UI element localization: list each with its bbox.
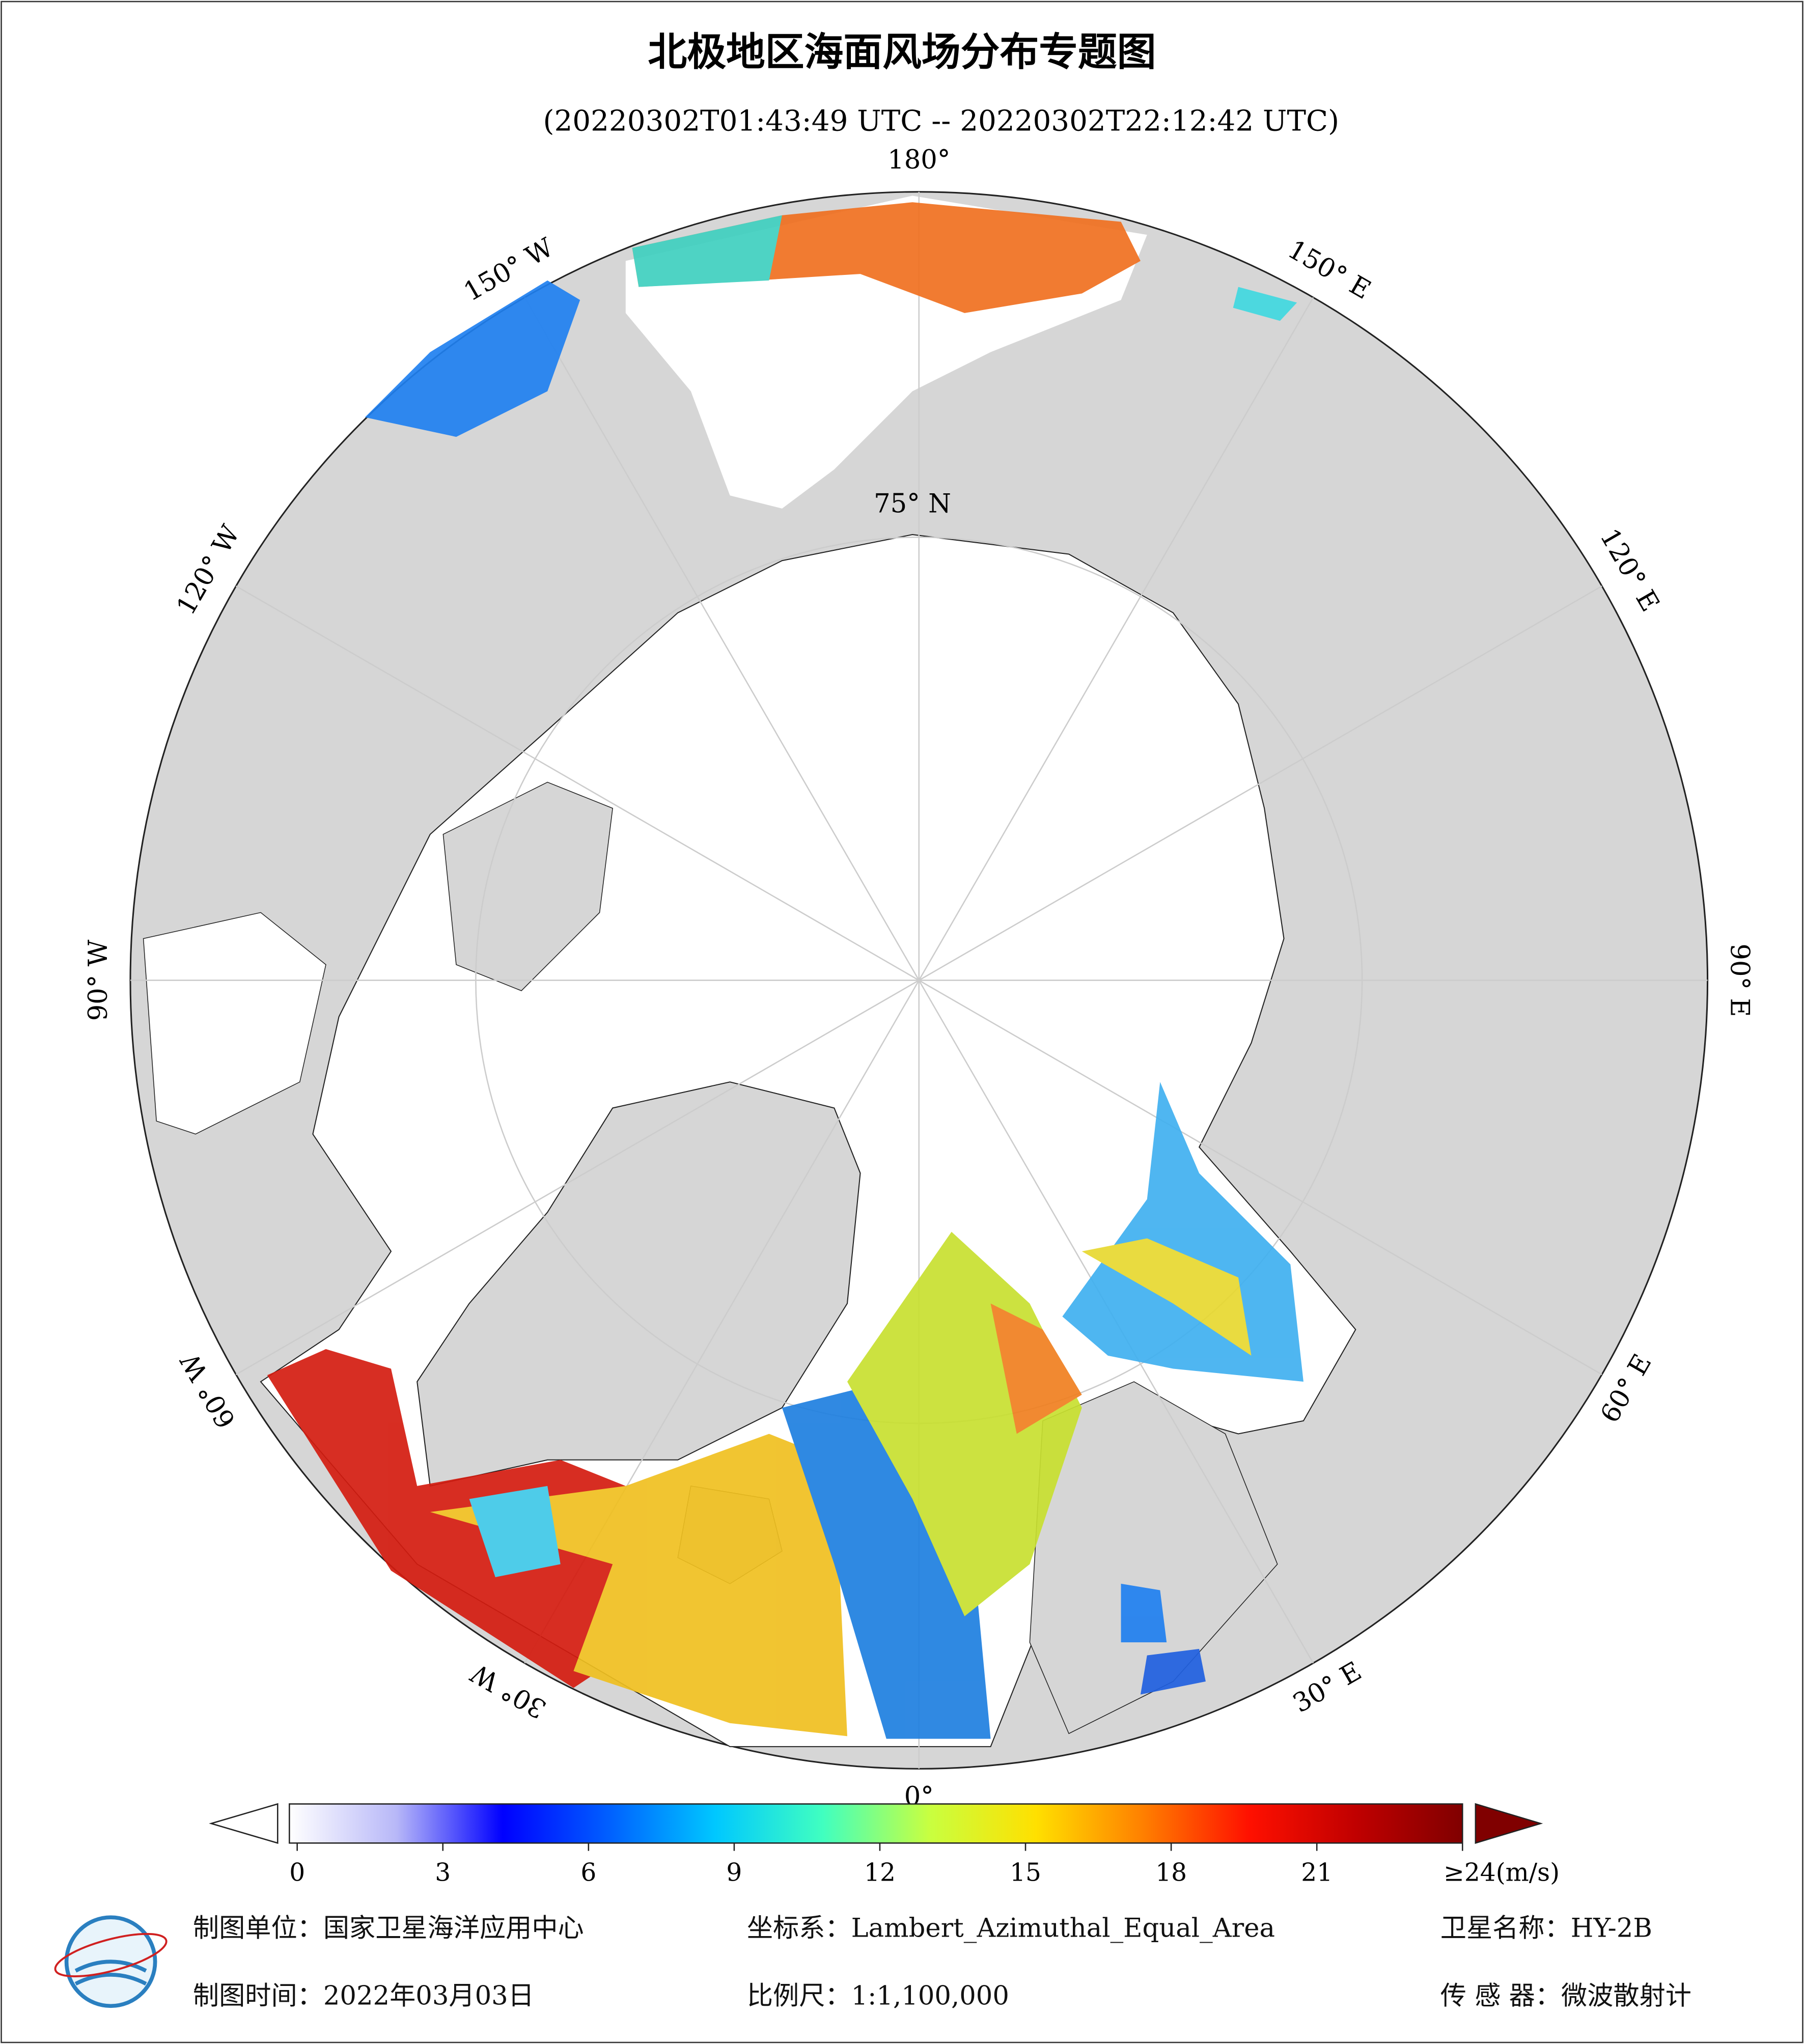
meridian	[524, 297, 920, 981]
colorbar-ramp	[289, 1803, 1463, 1844]
wind-patch	[1081, 1238, 1252, 1356]
meridian	[919, 979, 1602, 1376]
longitude-label: 90° W	[83, 939, 114, 1021]
meridian	[235, 585, 920, 981]
colorbar-tick-label: 12	[864, 1859, 896, 1887]
colorbar-tick-label: 15	[1010, 1859, 1041, 1887]
sensor: 传 感 器：微波散射计	[1440, 1981, 1691, 2011]
meridian	[919, 585, 1602, 981]
colorbar-tick-label: 9	[726, 1859, 742, 1887]
logo-waves	[74, 1959, 147, 1986]
wind-patch	[1233, 287, 1297, 321]
colorbar-tick-label: ≥24(m/s)	[1444, 1859, 1560, 1887]
satellite: 卫星名称：HY-2B	[1440, 1913, 1652, 1944]
colorbar-over	[1475, 1803, 1543, 1844]
longitude-label: 180°	[887, 145, 950, 175]
logo-orbit	[54, 1933, 168, 1977]
scandinavia	[1029, 1381, 1278, 1734]
colorbar-under	[209, 1803, 279, 1844]
colorbar-tick-label: 0	[289, 1859, 305, 1887]
wind-patch	[1140, 1648, 1206, 1695]
longitude-label: 90° E	[1724, 943, 1755, 1017]
footer: 制图单位：国家卫星海洋应用中心 制图时间：2022年03月03日 坐标系：Lam…	[54, 1913, 1691, 2011]
colorbar-tick-label: 18	[1155, 1859, 1187, 1887]
scale: 比例尺：1:1,100,000	[747, 1981, 1009, 2011]
logo	[54, 1915, 168, 2008]
colorbar-tick-label: 6	[580, 1859, 596, 1887]
wind-field	[267, 202, 1303, 1739]
title: 北极地区海面风场分布专题图	[648, 29, 1156, 75]
wind-patch	[267, 1349, 626, 1688]
colorbar: 0 3 6 9 12 15 18 21 ≥24(m/s)	[209, 1803, 1560, 1887]
colorbar-tick-label: 21	[1301, 1859, 1333, 1887]
wind-patch	[632, 215, 782, 287]
colorbar-tick-label: 3	[435, 1859, 451, 1887]
date: 制图时间：2022年03月03日	[193, 1981, 534, 2011]
wind-patch	[365, 280, 580, 437]
wind-patch	[1121, 1583, 1167, 1643]
wind-patch	[469, 1486, 561, 1578]
latitude-label: 75° N	[874, 489, 951, 519]
meridian	[918, 297, 1314, 981]
island	[442, 781, 614, 991]
meridian	[235, 979, 920, 1376]
wind-patch	[990, 1303, 1082, 1434]
subtitle: (20220302T01:43:49 UTC -- 20220302T22:12…	[543, 104, 1340, 137]
ocean	[143, 912, 326, 1135]
projection: 坐标系：Lambert_Azimuthal_Equal_Area	[747, 1913, 1275, 1944]
producer: 制图单位：国家卫星海洋应用中心	[193, 1913, 584, 1944]
